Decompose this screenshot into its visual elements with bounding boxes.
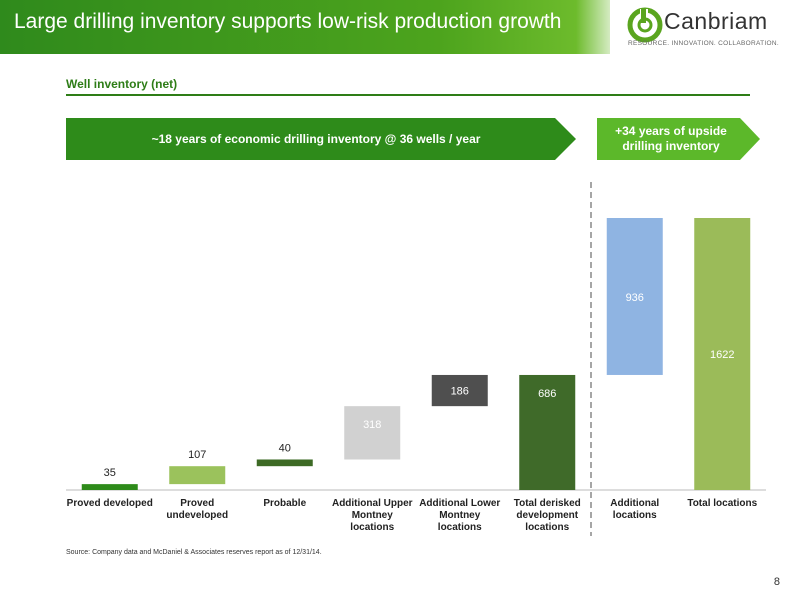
bar-2 — [169, 466, 226, 485]
bar-7 — [606, 218, 663, 375]
category-label-3-line-1: Probable — [263, 498, 306, 509]
bar-4 — [344, 406, 401, 460]
bar-1 — [81, 484, 138, 490]
category-label-1-line-1: Proved developed — [67, 498, 153, 509]
category-label-5-line-2: Montney — [439, 510, 481, 521]
company-logo: Canbriam RESOURCE. INNOVATION. COLLABORA… — [622, 2, 797, 52]
banner-right-line-1: +34 years of upside — [615, 124, 727, 138]
page-number: 8 — [773, 576, 780, 588]
value-label-5: 186 — [451, 386, 469, 398]
category-label-4-line-3: locations — [350, 522, 394, 533]
source-note: Source: Company data and McDaniel & Asso… — [66, 549, 322, 556]
category-label-7-line-2: locations — [613, 510, 657, 521]
category-label-2-line-2: undeveloped — [166, 510, 228, 521]
value-label-6: 686 — [538, 388, 556, 400]
section-title: Well inventory (net) — [66, 77, 178, 91]
banner-left-arrow — [66, 118, 576, 160]
value-label-7: 936 — [626, 292, 644, 304]
value-label-3: 40 — [279, 442, 291, 454]
category-label-4-line-2: Montney — [352, 510, 394, 521]
banner-left-text: ~18 years of economic drilling inventory… — [151, 132, 481, 146]
category-label-8-line-1: Total locations — [687, 498, 757, 509]
banner-arrows — [66, 118, 760, 160]
logo-name: Canbriam — [664, 8, 768, 34]
category-label-2-line-1: Proved — [180, 498, 214, 509]
category-label-5-line-1: Additional Lower — [419, 498, 500, 509]
bar-5 — [431, 374, 488, 407]
canbriam-logo-icon — [627, 7, 663, 43]
category-label-7-line-1: Additional — [610, 498, 659, 509]
banner-right-line-2: drilling inventory — [622, 139, 720, 153]
category-label-6-line-3: locations — [525, 522, 569, 533]
section-divider — [66, 94, 750, 96]
category-label-5-line-3: locations — [438, 522, 482, 533]
category-label-4-line-1: Additional Upper — [332, 498, 413, 509]
bar-3 — [256, 459, 313, 467]
banner-right-arrow — [597, 118, 760, 160]
page-title: Large drilling inventory supports low-ri… — [14, 10, 562, 33]
value-label-1: 35 — [104, 467, 116, 479]
bar-8 — [694, 218, 751, 490]
bar-6 — [519, 374, 576, 490]
category-label-6-line-1: Total derisked — [514, 498, 581, 509]
logo-tagline: RESOURCE. INNOVATION. COLLABORATION. — [628, 40, 779, 47]
value-label-8: 1622 — [710, 349, 734, 361]
value-label-4: 318 — [363, 419, 381, 431]
category-label-6-line-2: development — [516, 510, 578, 521]
banner-right-text: +34 years of upside drilling inventory — [597, 118, 745, 160]
value-label-2: 107 — [188, 449, 206, 461]
